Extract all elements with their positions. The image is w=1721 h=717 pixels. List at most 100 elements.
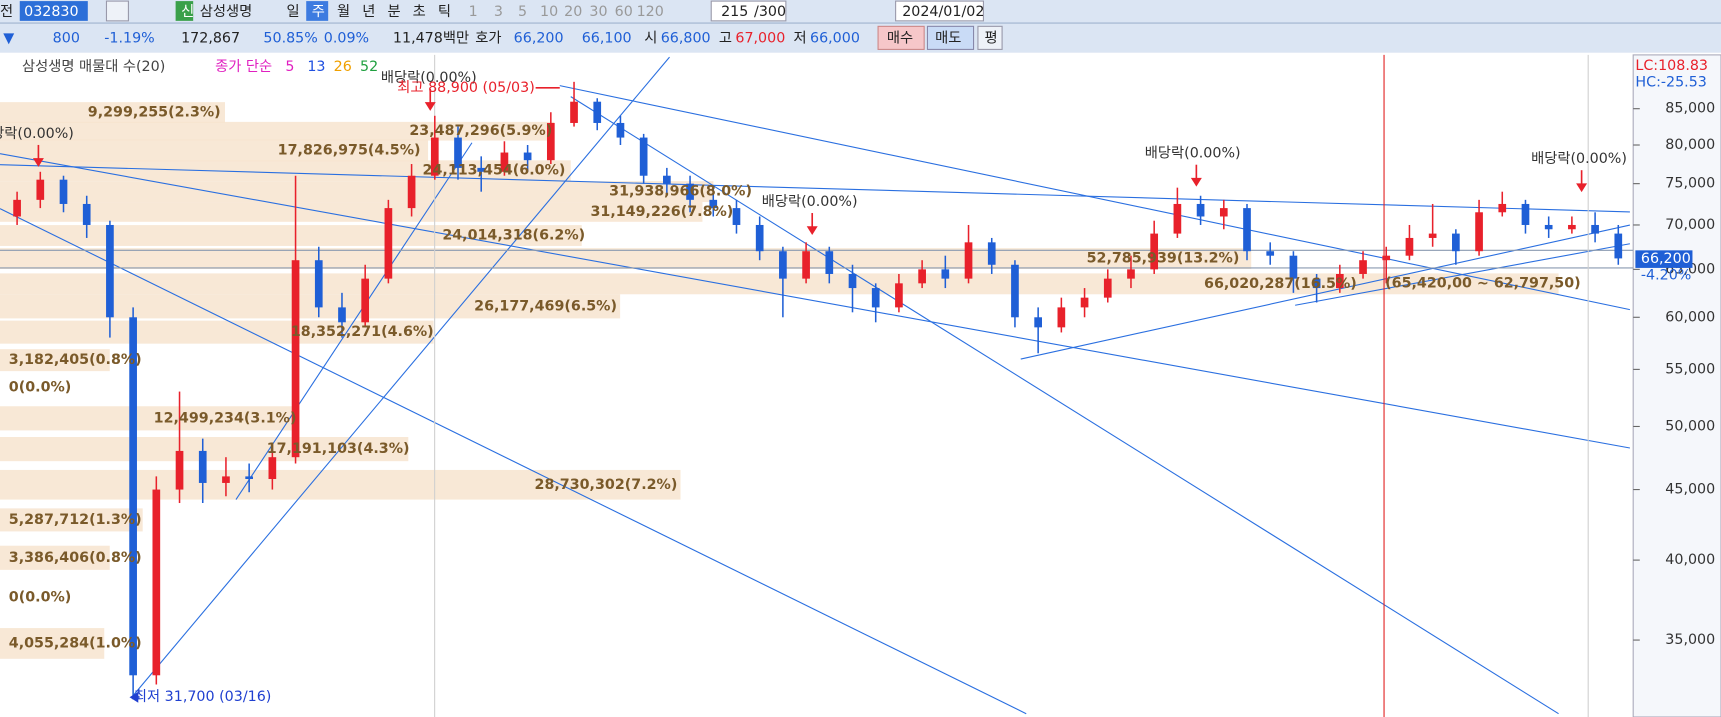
trend-line [1295,243,1631,306]
candle-body [546,122,555,161]
profile-range: (65,420,00 ~ 62,797,50) [1385,275,1581,291]
profile-bar [0,160,571,182]
candle-body [1266,251,1275,256]
toolbar-item: 월 [337,3,350,20]
candle-body [430,137,439,176]
candle-body [663,175,671,184]
search-button [105,0,129,22]
legend-period: 26 [334,59,352,75]
toolbar-item: 초 [413,4,426,20]
candle-body [1544,224,1553,230]
profile-bar [0,406,297,431]
candle-body [1498,203,1507,213]
candle-body [13,199,21,217]
toolbar-item: 틱 [438,3,451,20]
toolbar-item: 삼성생명 [200,3,252,20]
toolbar-bg [0,0,1721,53]
quote-item: 호가 [475,29,501,46]
toolbar-item: 60 [615,4,633,20]
y-tick-label: 70,000 [1665,217,1715,233]
candle-body [245,476,253,480]
date-input [895,0,984,22]
dividend-label: 배당락(0.00%) [0,125,74,142]
candle-body [1475,212,1483,252]
low-label: 최저 31,700 (03/16) [134,688,271,705]
quote-item: 66,800 [661,30,711,46]
quote-item: 66,100 [582,30,632,46]
buy-button [877,25,925,50]
lc-label: LC:108.83 [1635,58,1708,74]
candle-body [500,152,509,172]
toolbar-item: 신 [181,3,194,20]
profile-bar [0,102,226,123]
current-price: 66,200 [1641,251,1691,267]
hc-label: HC:-25.53 [1635,74,1706,90]
y-tick-label: 50,000 [1665,418,1715,434]
toolbar-item: 년 [362,3,375,20]
candle-body [175,450,184,490]
trend-line [0,164,1630,213]
profile-bar [0,349,110,372]
quote-item: 매도 [935,29,961,46]
y-tick-label: 60,000 [1665,309,1715,325]
y-tick-label: 35,000 [1665,632,1715,648]
quote-item: 66,200 [514,30,564,46]
candle-body [338,307,346,323]
trend-lines [0,54,1634,717]
profile-label: 23,487,296(5.9%) [409,123,552,139]
candle-body [1591,224,1599,234]
trend-line [559,85,1631,311]
profile-bar [0,202,703,222]
count-input [710,0,787,22]
candle-body [1289,255,1298,279]
candle-body [802,251,810,279]
arrow-head [806,226,818,235]
toolbar-item: 10 [540,4,558,20]
candle-body [848,273,857,289]
candle-body [593,101,602,123]
candle-body [1034,317,1042,328]
arrow-head [32,158,44,167]
profile-label: 0(0.0%) [9,589,72,605]
candle-body [314,260,323,308]
profile-label: 3,386,406(0.8%) [9,550,142,566]
y-tick-label: 45,000 [1665,482,1715,498]
toolbar-item: 분 [387,4,400,20]
profile-label: 24,113,454(6.0%) [423,163,566,179]
trend-line [1020,224,1631,360]
toolbar-item: /300 [754,4,786,20]
candle-body [895,283,903,308]
period-selected [306,1,329,21]
y-tick-label: 85,000 [1665,101,1715,117]
candle-body [454,137,462,168]
candle-body [82,203,91,225]
profile-label: 26,177,469(6.5%) [474,298,617,314]
trend-line [131,56,670,698]
candle-body [1428,233,1437,238]
arrow-head [424,102,436,111]
profile-label: 17,826,975(4.5%) [278,142,421,158]
candle-body [755,224,764,252]
profile-label: 52,785,939(13.2%) [1087,251,1240,267]
profile-label: 66,020,287(16.5%) [1204,276,1357,292]
high-label: 최고 88,900 (05/03) [397,79,534,96]
quote-item: ▼ [3,30,14,46]
trend-line [235,142,473,500]
arrow-head [1576,183,1588,193]
profile-bar [0,121,555,141]
profile-label: 18,352,271(4.6%) [291,324,434,340]
dividend-label: 배당락(0.00%) [762,193,858,210]
candle-body [1359,260,1367,274]
code-input [19,1,88,21]
toolbar-item: 주 [312,4,325,20]
candle-body [639,137,648,176]
quote-item: -1.19% [104,30,154,46]
avg-button [977,25,1003,50]
y-tick-label: 55,000 [1665,361,1715,377]
toolbar-item: 032830 [24,4,78,20]
candle-body [570,101,578,123]
profile-label: 31,149,226(7.8%) [590,204,733,220]
quote-item: 50.85% [263,30,317,46]
